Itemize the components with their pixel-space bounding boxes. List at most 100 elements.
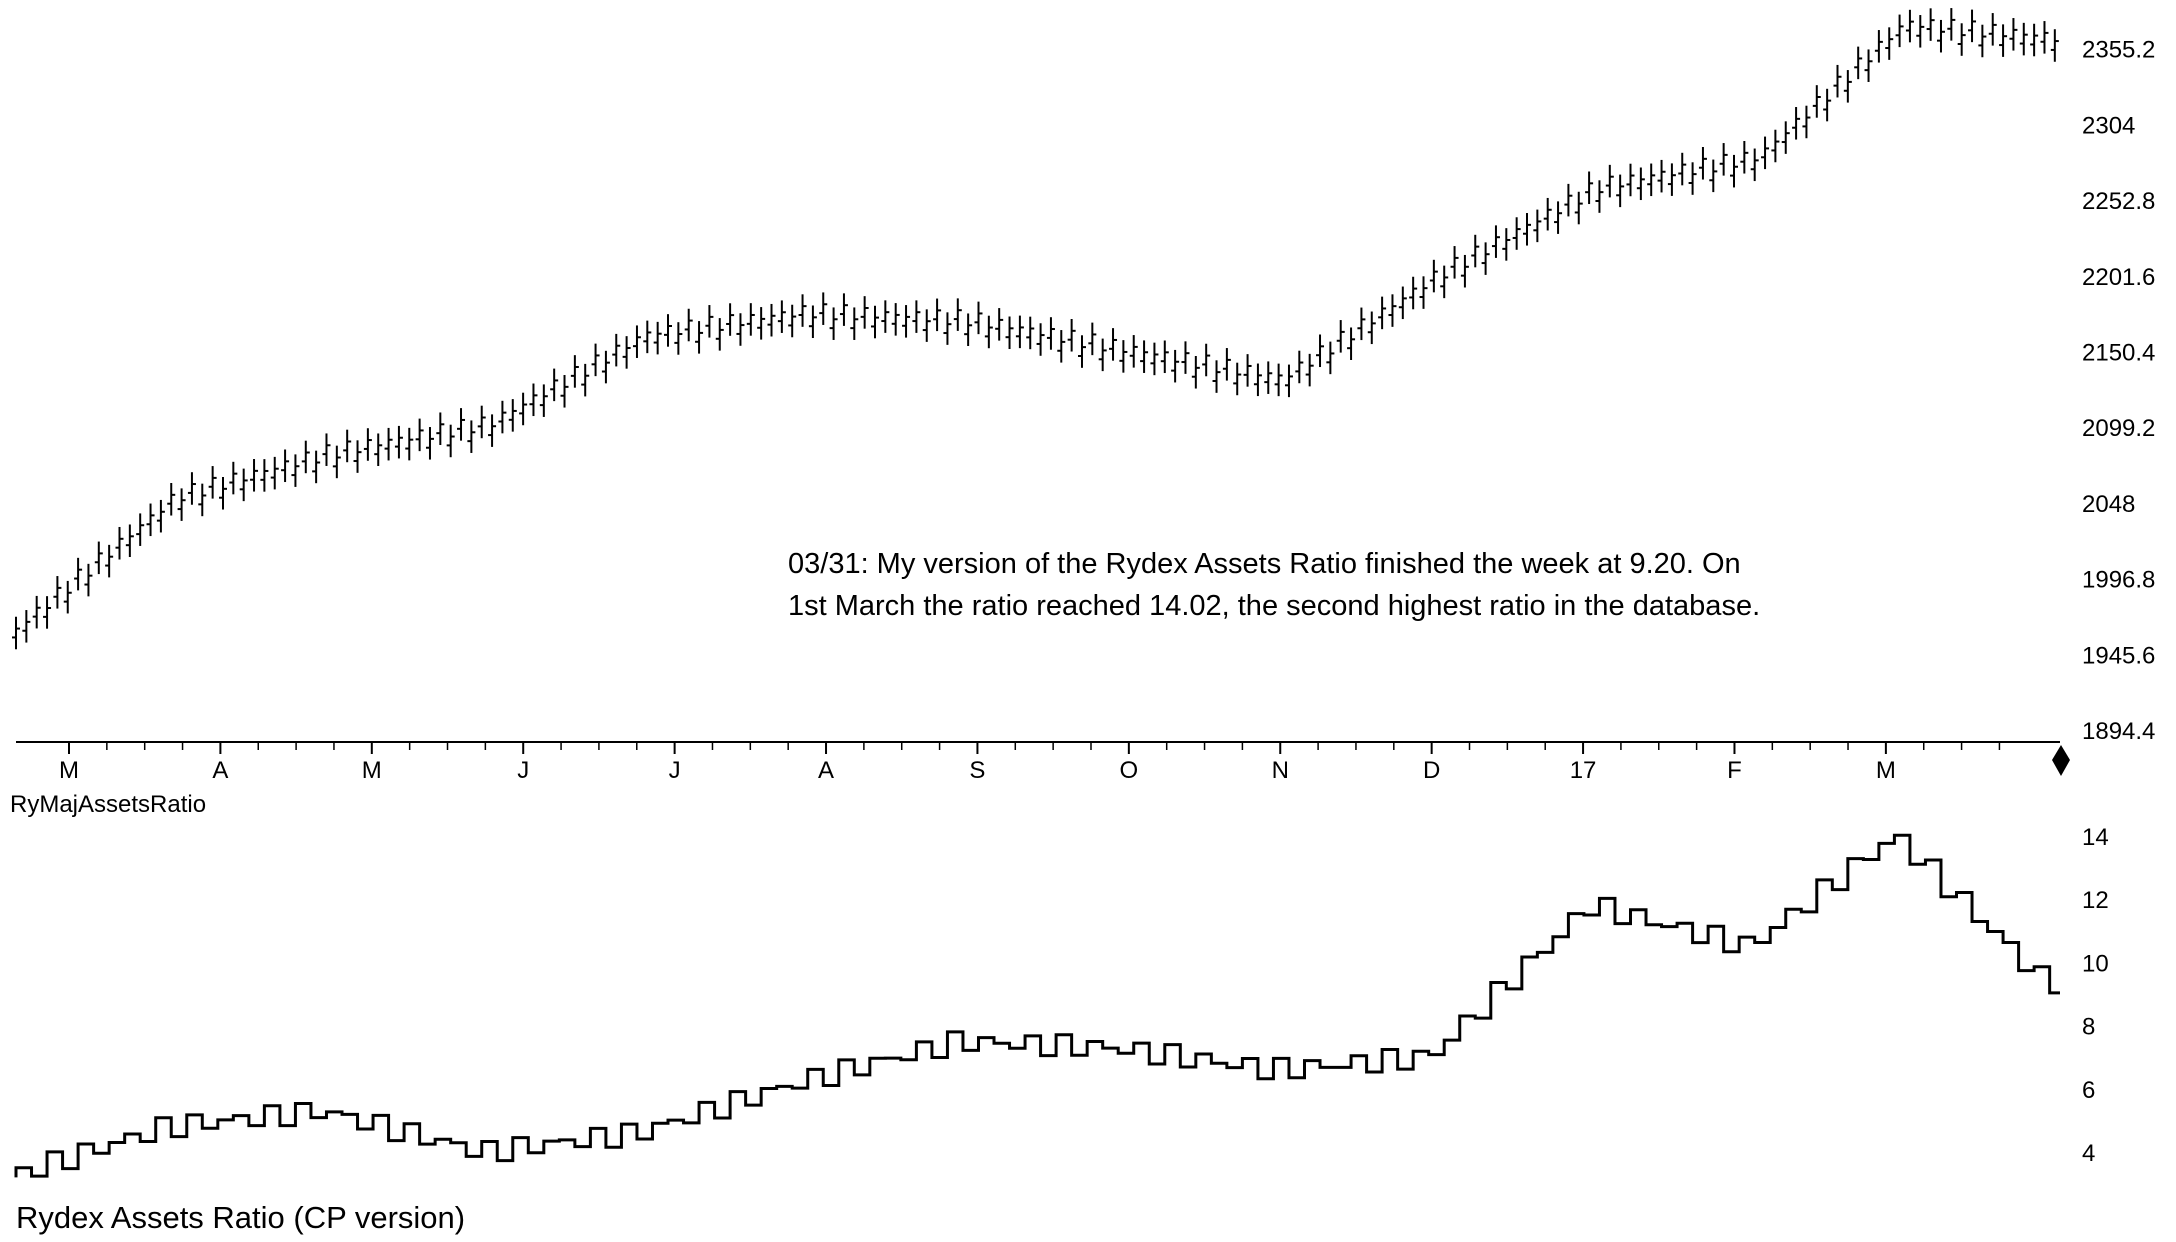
price-bar (467, 420, 476, 453)
price-bar (125, 524, 134, 558)
price-bar (1471, 234, 1480, 268)
price-bar (498, 400, 507, 434)
price-bar (12, 616, 20, 650)
ratio-axis-tick-label: 8 (2082, 1014, 2095, 1041)
price-bar (1688, 162, 1697, 195)
price-bar (1905, 9, 1914, 43)
price-bar (1719, 143, 1728, 176)
price-bar (684, 308, 693, 342)
annotation-line-2: 1st March the ratio reached 14.02, the s… (788, 590, 1760, 622)
price-bar (943, 312, 952, 345)
price-bar (519, 392, 528, 426)
price-bar (363, 428, 372, 461)
price-bar (1978, 24, 1987, 58)
price-bar (436, 412, 445, 446)
price-bar (22, 610, 31, 643)
price-bar (1864, 49, 1873, 82)
price-axis-tick-label: 2201.6 (2082, 264, 2155, 291)
price-bar (301, 440, 310, 474)
price-bar (1036, 323, 1045, 356)
price-bar (819, 292, 828, 325)
price-bar (850, 307, 859, 340)
time-axis-label: J (517, 757, 529, 784)
time-axis: M A M J J A S O N D 17 F M (16, 741, 2070, 784)
price-bar (43, 596, 52, 629)
price-panel: 2355.2 2304 2252.8 2201.6 2150.4 2099.2 2048 19… (12, 8, 2155, 745)
price-bar (1357, 307, 1366, 341)
price-bar (757, 307, 766, 340)
price-bar (953, 298, 962, 331)
price-bar (1916, 15, 1925, 48)
time-axis-label: 17 (1570, 757, 1597, 784)
price-bar (1109, 328, 1118, 361)
price-bar (94, 541, 103, 575)
price-bar (1305, 353, 1314, 387)
price-bar (1284, 364, 1293, 398)
annotation-line-1: 03/31: My version of the Rydex Assets Ra… (788, 548, 1741, 580)
price-bar (1678, 152, 1687, 186)
price-bar (32, 595, 41, 629)
price-bar (250, 459, 259, 492)
price-bar (550, 368, 559, 402)
ratio-axis-tick-label: 12 (2082, 887, 2109, 914)
price-bar (1636, 167, 1645, 201)
price-bar (63, 580, 72, 614)
price-bar (1253, 363, 1262, 397)
price-axis-tick-label: 1996.8 (2082, 567, 2155, 594)
price-bar (446, 424, 455, 458)
price-bar (156, 499, 165, 533)
price-bar (1429, 259, 1438, 293)
price-bar (1015, 315, 1024, 349)
price-bar (1171, 349, 1180, 383)
price-bar (870, 305, 879, 339)
price-bar (281, 449, 290, 483)
price-bar (1398, 286, 1407, 320)
price-bar (1781, 121, 1790, 154)
price-bar (1802, 105, 1811, 139)
price-bar (1823, 88, 1832, 122)
price-bar (1761, 136, 1770, 170)
price-bar (1233, 362, 1242, 396)
price-bar (767, 303, 776, 337)
price-bar (912, 300, 921, 333)
price-bar (2009, 18, 2018, 51)
price-bar (457, 408, 466, 441)
price-bar (1378, 296, 1387, 330)
price-bar (1150, 342, 1159, 376)
price-bar (177, 488, 186, 521)
price-bar (1295, 350, 1304, 384)
price-bar (1833, 64, 1842, 98)
indicator-label: RyMajAssetsRatio (10, 791, 206, 818)
price-bar (1460, 254, 1469, 288)
price-bar (581, 363, 590, 397)
time-axis-label: M (1876, 757, 1896, 784)
price-bar (705, 305, 714, 338)
time-axis-label: M (59, 757, 79, 784)
ratio-axis-tick-label: 4 (2082, 1140, 2095, 1167)
price-bar (1512, 217, 1521, 250)
price-bar (1388, 294, 1397, 327)
price-bar (1885, 27, 1894, 60)
price-bar (1212, 360, 1221, 393)
price-bar (229, 461, 238, 495)
price-bar (798, 294, 807, 327)
price-bar (425, 427, 434, 460)
price-bar (74, 557, 83, 591)
price-bar (1440, 265, 1449, 299)
price-bar (1367, 311, 1376, 345)
price-bar (902, 305, 911, 338)
price-bar (2040, 21, 2049, 54)
price-axis-tick-label: 2150.4 (2082, 339, 2155, 366)
price-bar (1533, 209, 1542, 243)
price-bar (1026, 316, 1035, 350)
price-bar (881, 300, 890, 333)
price-bar (695, 321, 704, 354)
price-bar (488, 414, 497, 447)
price-bar (1626, 163, 1635, 197)
price-bar (974, 301, 983, 335)
price-bar (1181, 341, 1190, 374)
price-bars (12, 8, 2059, 650)
price-bar (860, 296, 869, 329)
price-bar (198, 483, 207, 517)
